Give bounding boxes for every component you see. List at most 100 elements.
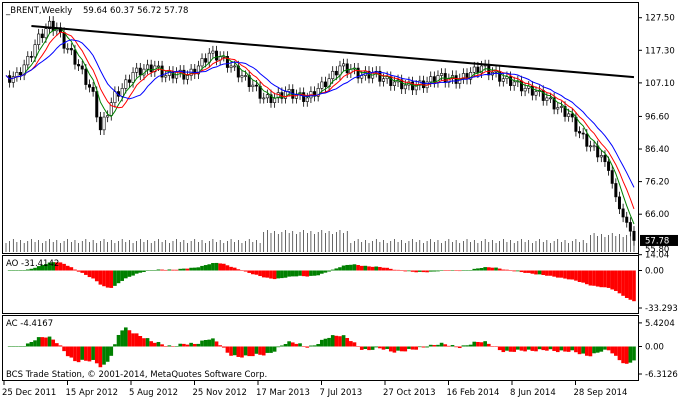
ac-bar: [221, 346, 226, 348]
ac-bar: [131, 333, 135, 347]
candle-body: [26, 56, 30, 66]
ao-bar: [497, 268, 502, 271]
price-tick-label: 107.10: [645, 79, 675, 89]
ac-bar: [439, 342, 444, 347]
ao-bar: [160, 269, 164, 271]
candle-body: [461, 73, 465, 80]
ao-panel-border: [2, 255, 639, 314]
ac-bar: [436, 344, 440, 347]
ao-bar: [483, 267, 487, 271]
ao-bar: [94, 270, 99, 282]
ac-bar: [356, 346, 360, 347]
candle-body: [567, 113, 571, 117]
ao-bar: [287, 270, 291, 277]
ao-bar: [149, 270, 154, 271]
ac-bar: [301, 346, 306, 347]
ao-bar: [610, 270, 615, 290]
ao-bar: [192, 267, 197, 271]
ao-bar: [490, 267, 495, 271]
candle-body: [40, 33, 44, 39]
ao-bar: [214, 262, 219, 271]
candle-body: [607, 161, 611, 171]
ac-tick-label: 5.4204: [645, 319, 675, 329]
ao-bar: [36, 266, 41, 271]
ac-bar: [174, 346, 179, 347]
ac-bar: [563, 346, 567, 352]
ao-bar: [537, 270, 542, 275]
ao-bar: [559, 270, 564, 278]
ao-bar: [352, 264, 357, 271]
ao-bar: [359, 265, 364, 271]
ac-bar: [127, 330, 132, 347]
candle-body: [487, 64, 491, 76]
main-panel-border: [2, 2, 639, 254]
ao-bar: [261, 270, 266, 278]
ac-bar: [374, 346, 379, 348]
candle-body: [196, 65, 200, 75]
candle-body: [102, 116, 106, 131]
ac-bar: [595, 346, 600, 353]
ao-bar: [345, 264, 350, 271]
candle-body: [476, 66, 480, 74]
candle-body: [378, 70, 382, 82]
ao-bar: [211, 263, 215, 271]
candle-body: [87, 84, 91, 88]
ac-tick-label: -6.3126: [645, 370, 678, 380]
candle-body: [73, 49, 77, 65]
candle-body: [432, 76, 436, 83]
ao-bar: [603, 270, 607, 288]
ao-tick-label: 0.00: [645, 267, 664, 277]
candle-body: [160, 65, 164, 78]
ao-bar: [247, 270, 252, 273]
ao-tick-label: 14.04: [645, 251, 669, 261]
candle-body: [37, 33, 41, 45]
candle-body: [305, 97, 309, 102]
candle-body: [342, 63, 346, 67]
ao-bar: [443, 270, 448, 271]
ac-bar: [450, 345, 455, 347]
ao-bar: [80, 270, 85, 273]
candle-body: [588, 145, 592, 148]
x-tick-label: 16 Feb 2014: [447, 388, 500, 398]
ac-bar: [505, 346, 509, 351]
candle-body: [124, 79, 128, 89]
ac-bar: [167, 345, 172, 347]
ac-bar: [40, 337, 45, 347]
ao-bar: [552, 270, 556, 277]
ac-bar: [428, 344, 433, 347]
ao-bar: [58, 262, 63, 271]
ac-bar: [58, 345, 63, 347]
candle-body: [552, 97, 556, 110]
price-tick-label: 86.40: [645, 145, 669, 155]
ac-bar: [392, 346, 397, 353]
ao-bar: [113, 270, 117, 286]
ao-bar: [421, 270, 426, 273]
ao-bar: [51, 262, 56, 271]
ao-bar: [290, 270, 295, 277]
ac-bar: [490, 346, 495, 347]
candle-body: [135, 67, 139, 73]
ao-bar: [439, 270, 444, 271]
candle-body: [233, 65, 237, 68]
ao-plot: [7, 262, 636, 302]
ao-bar: [120, 270, 124, 281]
candle-body: [91, 86, 95, 92]
x-tick-label: 15 Apr 2012: [66, 388, 119, 398]
ac-bar: [55, 343, 59, 347]
candle-body: [44, 28, 48, 39]
price-tick-label: 76.20: [645, 178, 669, 188]
ao-bar: [519, 270, 524, 273]
ao-bar: [232, 267, 237, 271]
ac-bar: [98, 346, 103, 368]
ac-bar: [229, 346, 233, 356]
candle-body: [360, 75, 364, 79]
ao-bar: [47, 262, 52, 271]
ao-bar: [370, 266, 375, 271]
ao-bar: [138, 270, 143, 273]
ao-bar: [501, 269, 506, 271]
ac-bar: [287, 341, 291, 347]
ac-bar: [323, 338, 328, 347]
ao-bar: [367, 266, 371, 271]
ac-bar: [113, 344, 117, 347]
